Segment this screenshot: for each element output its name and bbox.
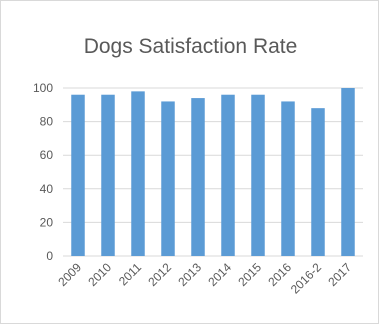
bar-2016 [281,101,295,256]
x-tick-label-2017: 2017 [325,260,354,289]
y-axis-ticks: 0 20 40 60 80 100 [33,81,53,263]
y-tick-label-80: 80 [40,115,54,129]
bar-2016-2 [311,108,325,256]
x-tick-label-2012: 2012 [145,260,174,289]
y-tick-label-40: 40 [40,182,54,196]
bar-2009 [71,94,85,256]
chart-title: Dogs Satisfaction Rate [83,35,298,58]
x-tick-label-2010: 2010 [85,260,114,289]
bar-2011 [131,91,145,256]
x-tick-label-2016-2: 2016-2 [288,260,325,297]
bar-2012 [161,101,175,256]
y-tick-label-20: 20 [40,215,54,229]
bar-2015 [251,94,265,256]
y-tick-label-60: 60 [40,148,54,162]
x-tick-label-2009: 2009 [55,260,84,289]
bar-2010 [101,94,115,256]
x-tick-label-2015: 2015 [235,260,264,289]
bar-2013 [191,98,205,256]
x-tick-label-2014: 2014 [205,260,234,289]
bar-2017 [341,88,355,256]
y-tick-label-0: 0 [46,249,53,263]
x-tick-label-2013: 2013 [175,260,204,289]
x-tick-label-2011: 2011 [116,260,144,288]
bars [71,88,355,256]
y-tick-label-100: 100 [33,81,53,95]
bar-2014 [221,94,235,256]
